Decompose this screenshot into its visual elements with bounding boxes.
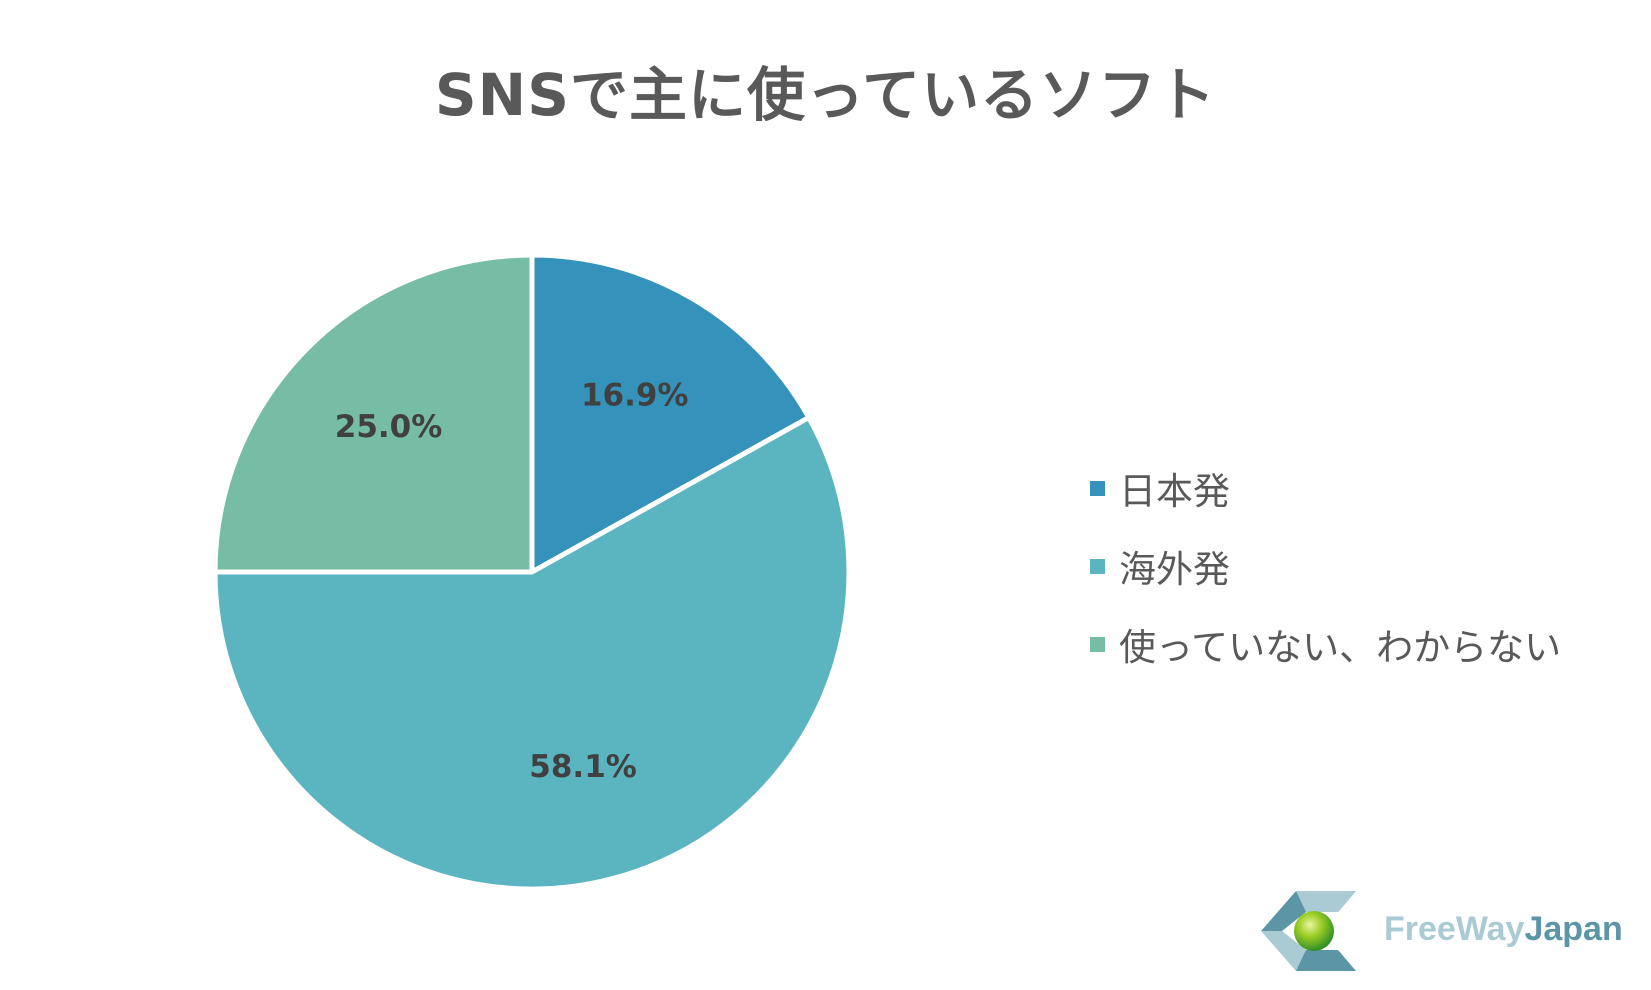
- legend-item-overseas: 海外発: [1090, 546, 1561, 591]
- legend-label-domestic: 日本発: [1119, 470, 1230, 513]
- legend-item-domestic: 日本発: [1090, 468, 1561, 513]
- legend-swatch-domestic: [1090, 480, 1105, 496]
- data-label-overseas: 58.1%: [529, 749, 637, 785]
- data-label-domestic: 16.9%: [581, 378, 689, 414]
- logo-mark: [1261, 891, 1356, 971]
- chart-legend: 日本発 海外発 使っていない、わからない: [1090, 468, 1561, 702]
- legend-label-none: 使っていない、わからない: [1119, 626, 1562, 669]
- legend-swatch-overseas: [1090, 558, 1105, 574]
- logo-text: FreeWayJapan: [1384, 910, 1623, 948]
- slice-none: [212, 252, 535, 575]
- legend-item-none: 使っていない、わからない: [1090, 624, 1561, 669]
- data-label-none: 25.0%: [335, 409, 443, 445]
- slice-domestic: [529, 252, 812, 575]
- chart-title: SNSで主に使っているソフト: [434, 61, 1217, 129]
- freewayjapan-logo: FreeWayJapan: [1256, 886, 1636, 976]
- slice-overseas: [212, 415, 852, 892]
- legend-label-overseas: 海外発: [1119, 548, 1230, 591]
- legend-swatch-none: [1090, 636, 1105, 652]
